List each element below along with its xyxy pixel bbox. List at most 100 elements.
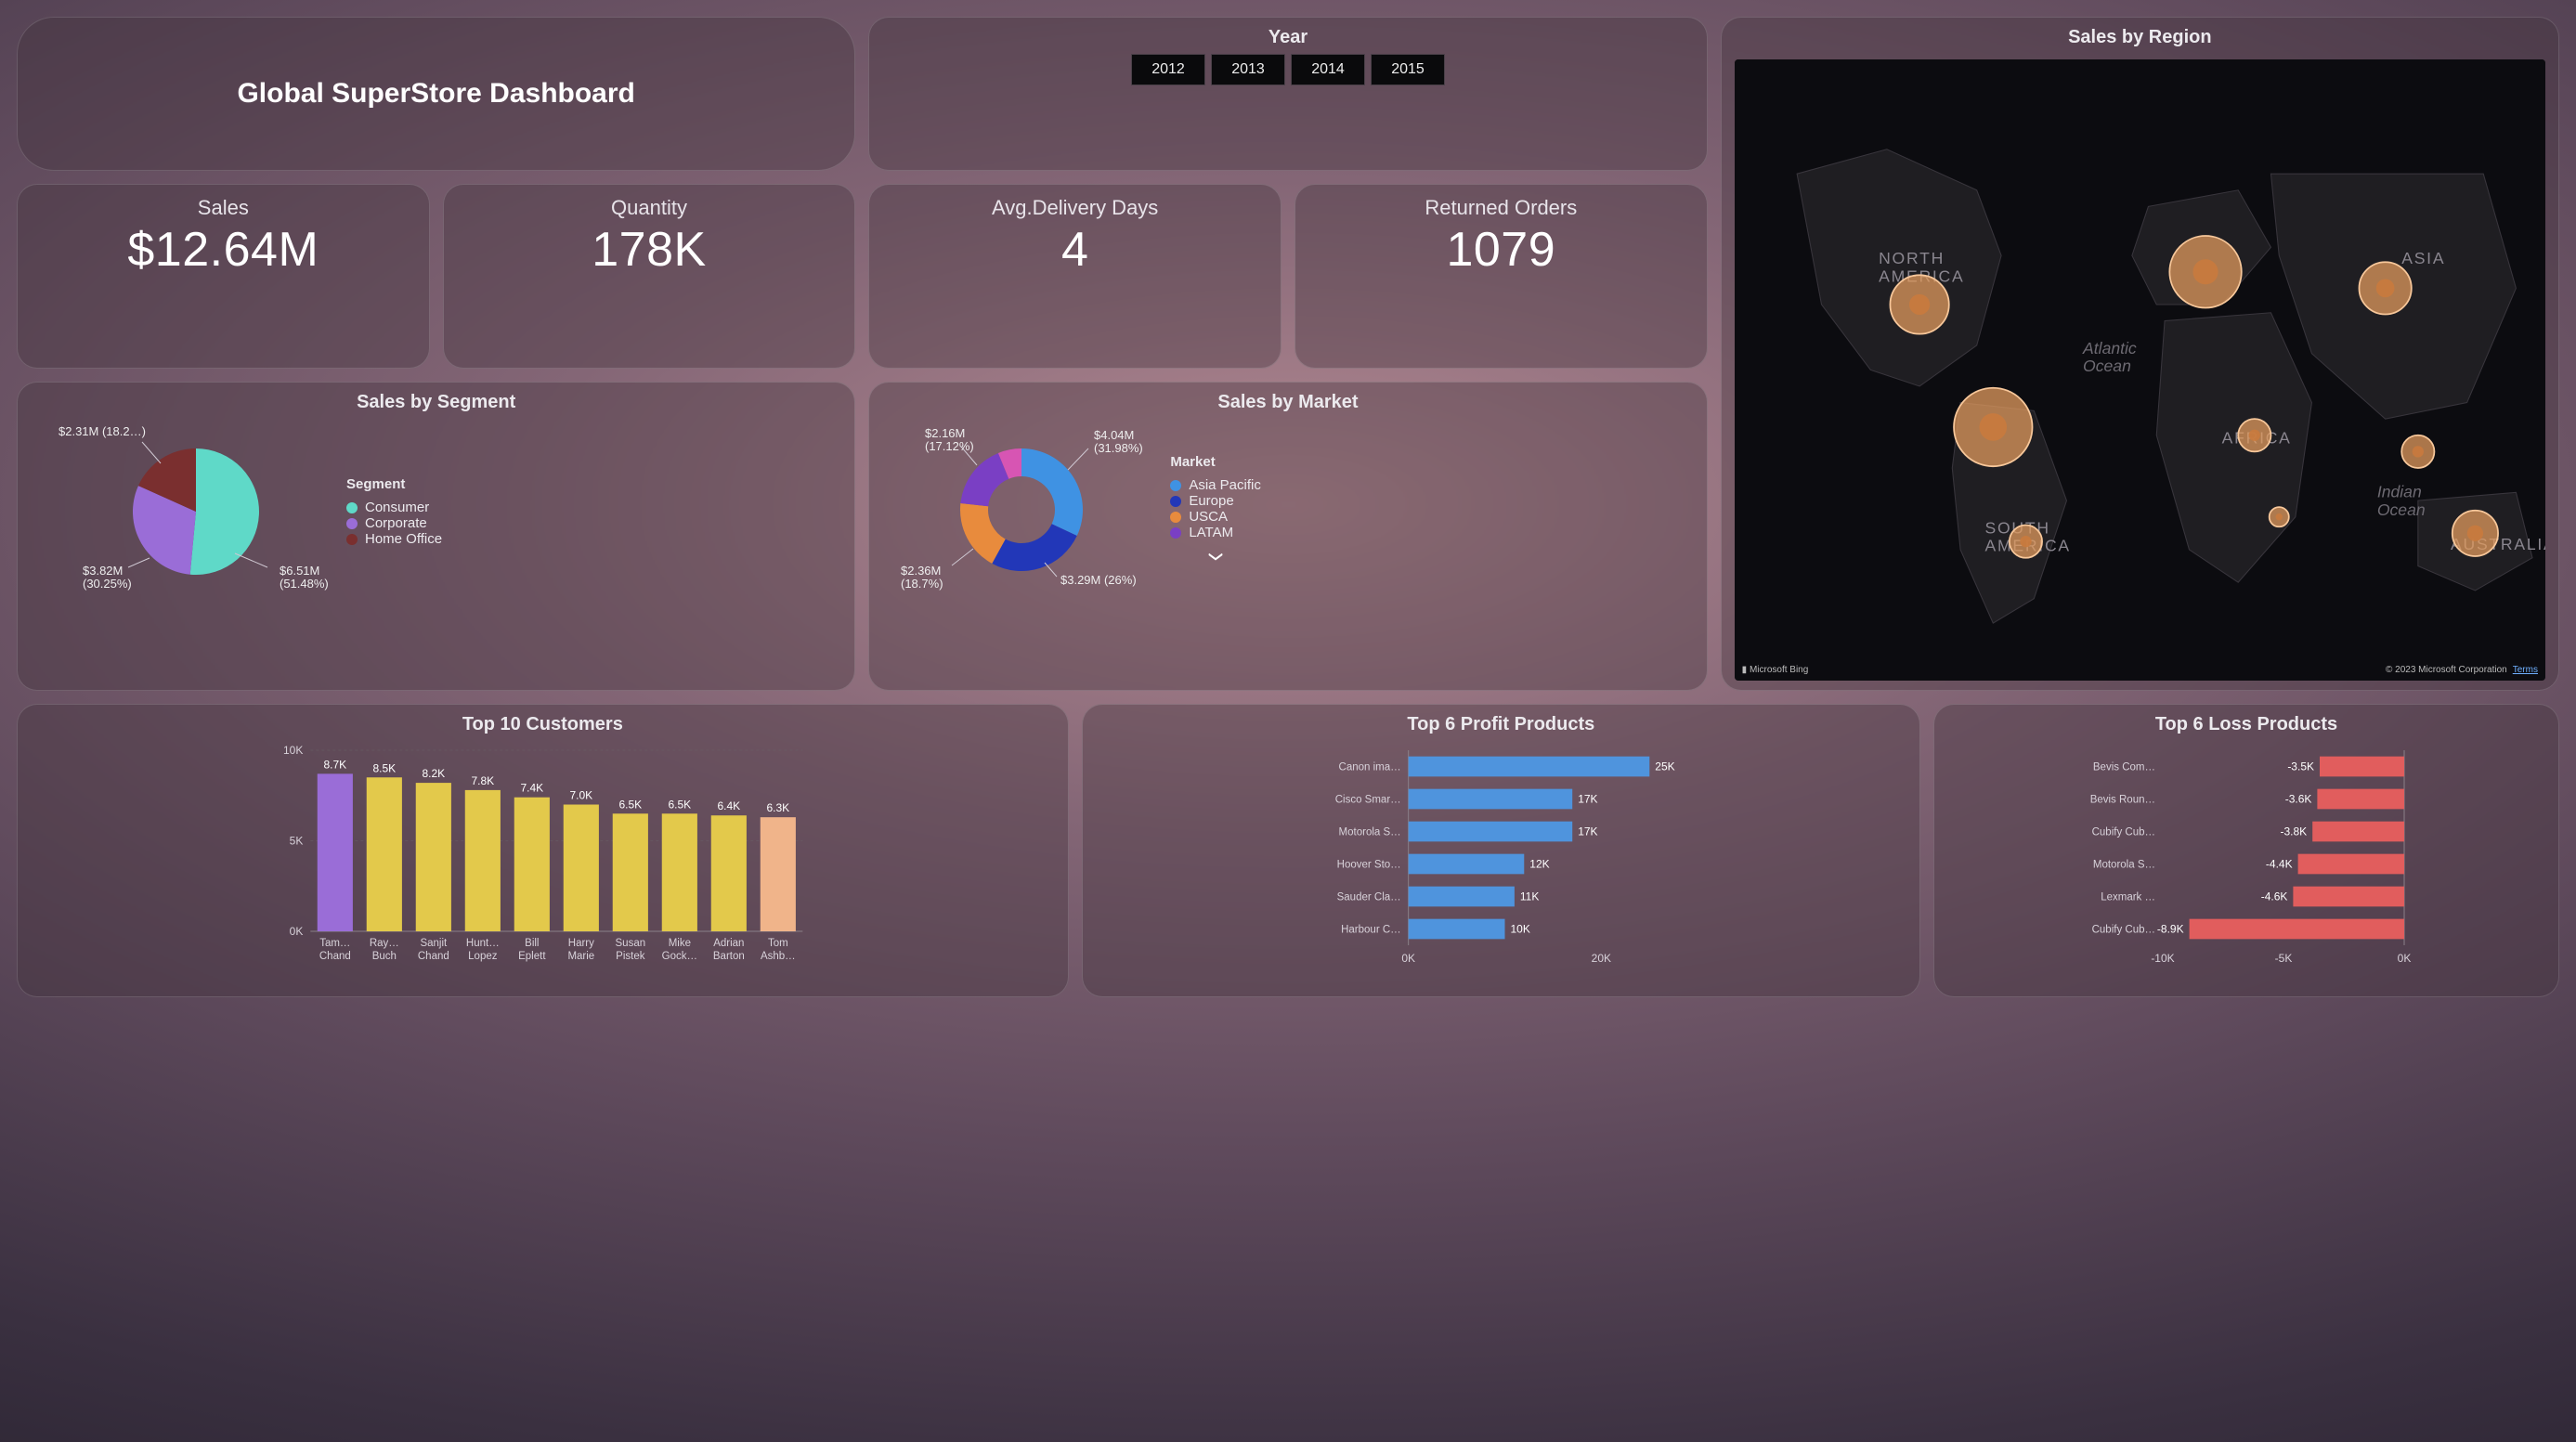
loss-bar[interactable] xyxy=(2190,918,2404,939)
legend-item-corporate[interactable]: Corporate xyxy=(346,515,442,531)
customer-name: Tom xyxy=(768,938,788,949)
continent-label: NORTH xyxy=(1879,249,1945,267)
loss-product-name: Lexmark … xyxy=(2101,891,2155,903)
loss-product-name: Cubify Cub… xyxy=(2092,924,2155,935)
customer-bar[interactable] xyxy=(318,773,353,931)
ocean-label: Ocean xyxy=(2376,500,2425,519)
slice-consumer[interactable] xyxy=(190,448,259,575)
loss-bar[interactable] xyxy=(2298,853,2404,874)
customer-name: Adrian xyxy=(713,938,744,949)
legend-item-europe[interactable]: Europe xyxy=(1170,493,1261,509)
year-button-2012[interactable]: 2012 xyxy=(1131,54,1205,85)
profit-bar[interactable] xyxy=(1408,756,1649,776)
legend-item-home-office[interactable]: Home Office xyxy=(346,531,442,547)
region-bubble-core xyxy=(2412,446,2423,457)
year-filter-buttons: 2012201320142015 xyxy=(882,54,1693,85)
customer-name-2: Chand xyxy=(319,951,351,962)
top-profit-card: Top 6 Profit Products 0K20KCanon ima…25K… xyxy=(1082,704,1920,997)
region-bubble-core xyxy=(2248,430,2259,441)
loss-bar[interactable] xyxy=(2317,788,2404,809)
customer-bar[interactable] xyxy=(613,813,648,931)
customer-name: Bill xyxy=(525,938,539,949)
legend-item-latam[interactable]: LATAM xyxy=(1170,525,1261,540)
customer-name: Mike xyxy=(669,938,691,949)
region-bubble-core xyxy=(1979,413,2007,441)
profit-bar[interactable] xyxy=(1408,886,1514,906)
loss-value: -3.6K xyxy=(2285,792,2312,805)
profit-product-name: Motorola S… xyxy=(1338,826,1400,838)
kpi-returns-value: 1079 xyxy=(1305,222,1698,278)
customer-bar[interactable] xyxy=(711,815,747,931)
loss-bar[interactable] xyxy=(2312,821,2404,841)
year-button-2014[interactable]: 2014 xyxy=(1291,54,1365,85)
customer-bar[interactable] xyxy=(514,797,550,930)
bar-value: 7.8K xyxy=(471,774,494,787)
market-legend: Market Asia PacificEuropeUSCALATAM xyxy=(1170,454,1261,565)
profit-bar[interactable] xyxy=(1408,821,1572,841)
kpi-sales-card: Sales $12.64M xyxy=(17,184,430,369)
customer-name-2: Eplett xyxy=(518,951,546,962)
region-bubble-core xyxy=(1909,294,1930,315)
customers-bar-chart[interactable]: 0K5K10K8.7KTam…Chand8.5KRay…Buch8.2KSanj… xyxy=(31,741,1055,982)
customer-name-2: Lopez xyxy=(468,951,498,962)
market-donut-chart[interactable]: $4.04M(31.98%)$3.29M (26%)$2.36M(18.7%)$… xyxy=(882,419,1161,600)
bar-value: 8.7K xyxy=(323,758,346,771)
year-filter-card: Year 2012201320142015 xyxy=(868,17,1707,171)
slice-label: $2.16M xyxy=(925,426,965,440)
y-tick: 0K xyxy=(290,925,304,938)
legend-item-asia-pacific[interactable]: Asia Pacific xyxy=(1170,477,1261,493)
dashboard-title-card: Global SuperStore Dashboard xyxy=(17,17,855,171)
loss-value: -4.4K xyxy=(2266,857,2293,870)
map-terms-link[interactable]: Terms xyxy=(2513,665,2538,675)
customer-bar[interactable] xyxy=(761,817,796,931)
slice-europe[interactable] xyxy=(993,525,1077,572)
slice-label-pct: (51.48%) xyxy=(280,577,329,591)
segment-pie-chart[interactable]: $6.51M(51.48%)$3.82M(30.25%)$2.31M (18.2… xyxy=(31,419,337,604)
market-legend-overflow-icon[interactable] xyxy=(1170,550,1261,565)
loss-product-name: Bevis Com… xyxy=(2093,761,2155,773)
slice-asia-pacific[interactable] xyxy=(1021,448,1083,536)
profit-product-name: Canon ima… xyxy=(1338,761,1400,773)
customer-bar[interactable] xyxy=(367,777,402,931)
year-button-2015[interactable]: 2015 xyxy=(1371,54,1445,85)
loss-bar[interactable] xyxy=(2293,886,2404,906)
customer-name: Tam… xyxy=(319,938,350,949)
kpi-quantity-card: Quantity 178K xyxy=(443,184,856,369)
bar-value: 6.5K xyxy=(618,798,642,811)
continent-label: ASIA xyxy=(2401,249,2445,267)
sales-by-region-card: Sales by Region NORTHAMERICASOUTHAMERICA… xyxy=(1721,17,2559,691)
kpi-sales-label: Sales xyxy=(27,196,420,220)
slice-label: $3.82M xyxy=(83,564,123,578)
loss-bar-chart[interactable]: -10K-5K0KBevis Com…-3.5KBevis Roun…-3.6K… xyxy=(1947,741,2545,973)
kpi-returns-card: Returned Orders 1079 xyxy=(1295,184,1708,369)
profit-bar[interactable] xyxy=(1408,853,1524,874)
customer-bar[interactable] xyxy=(564,804,599,931)
slice-label: $4.04M xyxy=(1094,428,1134,442)
map-attribution: ▮ Microsoft Bing © 2023 Microsoft Corpor… xyxy=(1742,665,2538,675)
x-tick: 0K xyxy=(2398,952,2412,965)
loss-bar[interactable] xyxy=(2320,756,2404,776)
profit-product-name: Hoover Sto… xyxy=(1336,859,1400,870)
profit-bar[interactable] xyxy=(1408,918,1504,939)
slice-label: $2.31M (18.2…) xyxy=(59,424,146,438)
market-title: Sales by Market xyxy=(882,392,1693,413)
region-bubble-core xyxy=(2375,279,2394,298)
map-attr-left: Microsoft Bing xyxy=(1750,665,1808,675)
profit-value: 17K xyxy=(1578,792,1597,805)
loss-value: -3.8K xyxy=(2280,825,2307,838)
legend-item-usca[interactable]: USCA xyxy=(1170,509,1261,525)
customer-bar[interactable] xyxy=(662,813,697,931)
customer-bar[interactable] xyxy=(465,790,501,931)
slice-label: $2.36M xyxy=(901,564,941,578)
profit-bar[interactable] xyxy=(1408,788,1572,809)
year-button-2013[interactable]: 2013 xyxy=(1211,54,1285,85)
sales-by-segment-card: Sales by Segment $6.51M(51.48%)$3.82M(30… xyxy=(17,382,855,690)
kpi-sales-value: $12.64M xyxy=(27,222,420,278)
loss-product-name: Cubify Cub… xyxy=(2092,826,2155,838)
slice-label-pct: (30.25%) xyxy=(83,577,132,591)
map-canvas[interactable]: NORTHAMERICASOUTHAMERICAAFRICAASIAAUSTRA… xyxy=(1735,59,2545,681)
customer-bar[interactable] xyxy=(416,783,451,931)
legend-item-consumer[interactable]: Consumer xyxy=(346,500,442,515)
loss-value: -3.5K xyxy=(2287,760,2314,773)
profit-bar-chart[interactable]: 0K20KCanon ima…25KCisco Smar…17KMotorola… xyxy=(1096,741,1906,973)
